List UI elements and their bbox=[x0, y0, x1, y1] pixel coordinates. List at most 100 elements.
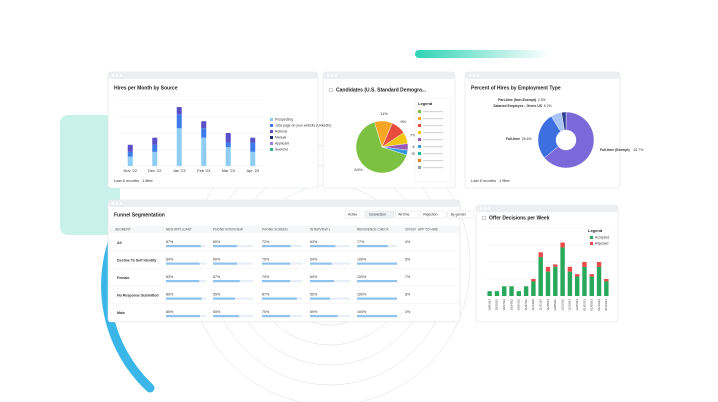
tab[interactable] bbox=[447, 210, 474, 219]
legend-label: Referral bbox=[275, 129, 287, 133]
accent-bar bbox=[415, 50, 550, 58]
cell-label: 84% bbox=[166, 257, 174, 261]
slice-label: 3% bbox=[411, 151, 417, 156]
legend-swatch bbox=[270, 124, 273, 127]
legend-swatch bbox=[270, 118, 273, 121]
segment-label: No Response Submitted bbox=[117, 293, 159, 297]
window-dot bbox=[472, 74, 476, 77]
tab-label: Conversion bbox=[369, 213, 386, 217]
bar-segment bbox=[176, 107, 182, 115]
cell-label: 100% bbox=[357, 310, 367, 314]
bar-segment bbox=[176, 128, 182, 166]
legend-swatch bbox=[270, 136, 273, 139]
cell-bar bbox=[310, 280, 334, 283]
legend-label: Prospecting bbox=[275, 117, 293, 121]
legend-line bbox=[423, 125, 443, 127]
x-tick-label: 01/02/23 bbox=[582, 299, 586, 311]
bar-segment bbox=[152, 144, 158, 152]
legend-line bbox=[423, 146, 443, 148]
legend-swatch bbox=[418, 145, 421, 148]
window-dot bbox=[115, 202, 119, 205]
cell-bar bbox=[166, 245, 201, 248]
window-dot bbox=[119, 202, 123, 205]
cell-bar bbox=[357, 315, 397, 318]
window-dot bbox=[111, 202, 115, 205]
bar-segment bbox=[152, 137, 158, 145]
x-tick-label: 10/03/22 bbox=[487, 299, 491, 311]
cell-label: 87% bbox=[166, 240, 174, 244]
window-dot bbox=[111, 74, 115, 77]
x-tick-label: 12/26/22 bbox=[575, 299, 579, 311]
x-tick-label: 10/17/22 bbox=[502, 299, 506, 311]
legend-line bbox=[423, 132, 443, 134]
legend-line bbox=[423, 160, 443, 162]
cell-label: 60% bbox=[310, 275, 318, 279]
cell-bar bbox=[166, 262, 200, 265]
cell-bar bbox=[166, 297, 202, 300]
window-dot bbox=[334, 74, 338, 77]
segment-label: Decline To Self Identify bbox=[117, 258, 156, 262]
bar-segment bbox=[250, 151, 256, 166]
window-bar bbox=[108, 72, 318, 79]
bar-segment bbox=[560, 242, 565, 248]
tab[interactable] bbox=[344, 210, 365, 219]
window-dot bbox=[326, 74, 330, 77]
x-tick-label: 10/10/22 bbox=[495, 299, 499, 311]
bar-segment bbox=[225, 133, 231, 143]
bar-segment bbox=[538, 252, 543, 258]
x-tick-label: Apr '23 bbox=[246, 168, 259, 173]
cell-label: 70% bbox=[262, 275, 270, 279]
cell-bar bbox=[213, 280, 240, 283]
tab[interactable] bbox=[420, 210, 447, 219]
x-tick-label: 12/12/22 bbox=[560, 299, 564, 311]
legend-swatch bbox=[418, 166, 421, 169]
cell-label: 100% bbox=[357, 275, 367, 279]
bar-segment bbox=[225, 147, 231, 166]
x-tick-label: 11/21/22 bbox=[539, 299, 543, 311]
x-tick-label: 11/28/22 bbox=[546, 299, 550, 311]
cell-bar bbox=[262, 262, 290, 265]
tab-label: All-time bbox=[398, 213, 409, 217]
cell-label: 55% bbox=[213, 292, 221, 296]
cell-label: 67% bbox=[213, 275, 221, 279]
bar-segment bbox=[531, 279, 536, 282]
x-tick-label: 10/31/22 bbox=[517, 299, 521, 311]
segment-label: All bbox=[117, 241, 122, 245]
bar-segment bbox=[545, 271, 551, 296]
legend-swatch bbox=[418, 152, 421, 155]
bar-segment bbox=[589, 274, 594, 277]
slice-name: Full-time bbox=[506, 137, 520, 141]
column-header: APP TO HIRE bbox=[418, 227, 438, 231]
cell-bar bbox=[213, 262, 237, 265]
cell-label: 100% bbox=[357, 292, 367, 296]
bar-segment bbox=[127, 156, 133, 166]
column-header: OFFER bbox=[405, 227, 416, 231]
window-dot bbox=[476, 74, 480, 77]
column-header: REFERENCE CHECK bbox=[357, 227, 390, 231]
panel-title: Funnel Segmentation bbox=[114, 212, 165, 218]
tab[interactable] bbox=[365, 210, 394, 219]
window-bar bbox=[108, 200, 460, 207]
tab[interactable] bbox=[395, 210, 420, 219]
cell-bar bbox=[213, 297, 235, 300]
pie-slice bbox=[355, 121, 407, 174]
window-dot bbox=[468, 74, 472, 77]
cell-bar bbox=[310, 297, 330, 300]
bar-segment bbox=[152, 151, 158, 166]
cell-label: 60% bbox=[213, 240, 221, 244]
cell-label: 89% bbox=[166, 292, 174, 296]
cell-label: 7% bbox=[405, 275, 411, 279]
legend-line bbox=[423, 167, 443, 169]
cell-label: 77% bbox=[357, 240, 365, 244]
footer-text: 1 filter bbox=[142, 178, 154, 183]
bar-segment bbox=[596, 262, 602, 267]
legend-swatch bbox=[418, 124, 421, 127]
cell-label: 100% bbox=[357, 257, 367, 261]
legend-swatch bbox=[418, 138, 421, 141]
bar-segment bbox=[553, 264, 558, 267]
x-tick-label: 01/23/23 bbox=[604, 299, 608, 311]
legend-label: Manual bbox=[275, 135, 286, 139]
cell-label: 5% bbox=[405, 257, 411, 261]
bar-segment bbox=[582, 266, 587, 296]
